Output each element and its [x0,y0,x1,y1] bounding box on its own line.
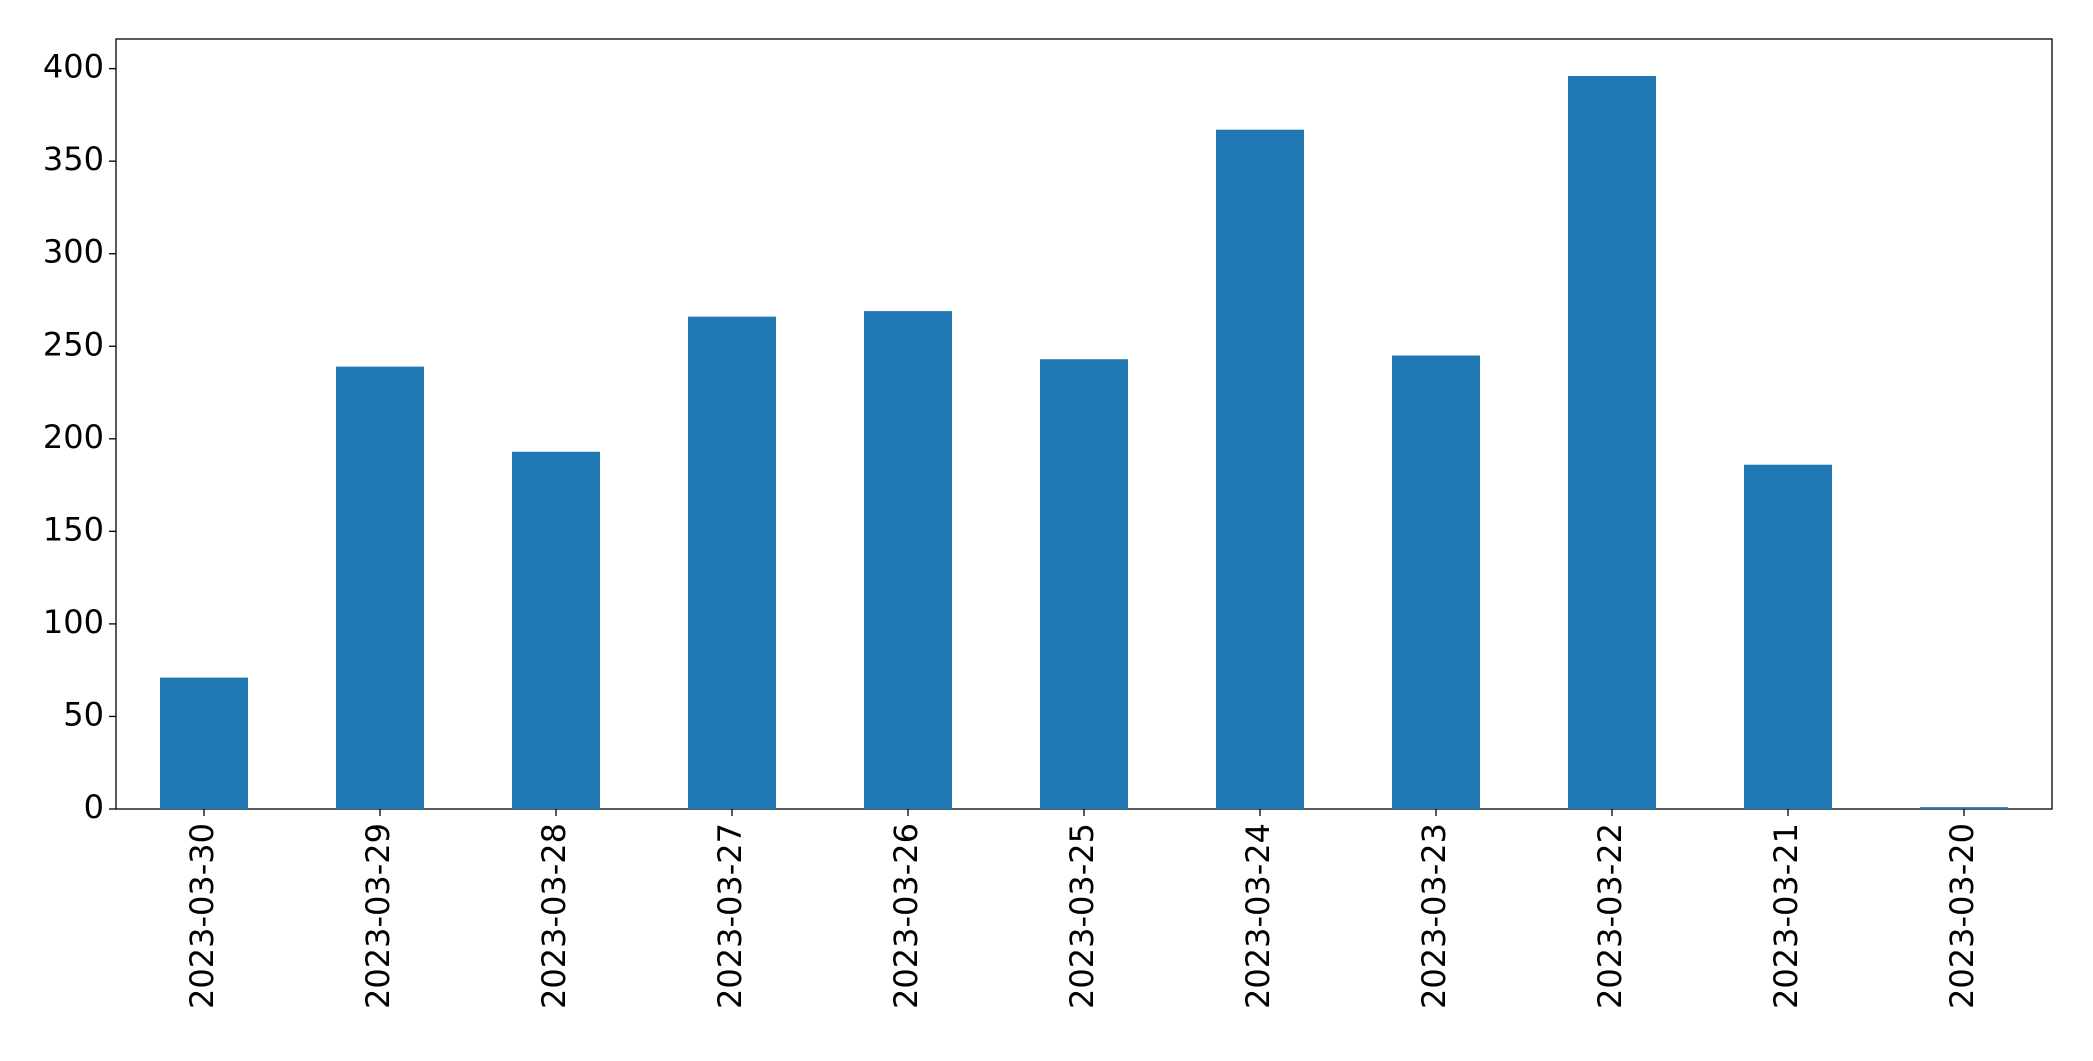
x-tick-label: 2023-03-23 [1415,823,1453,1009]
y-tick-label: 400 [43,48,104,86]
bar [1216,129,1304,809]
y-tick-label: 150 [43,510,104,548]
y-tick-label: 200 [43,418,104,456]
y-tick-label: 300 [43,233,104,271]
y-tick-label: 50 [63,695,104,733]
x-tick-label: 2023-03-22 [1591,823,1629,1009]
bar [1392,355,1480,809]
bar [1040,359,1128,809]
x-tick-label: 2023-03-29 [359,823,397,1009]
x-tick-label: 2023-03-24 [1239,823,1277,1009]
y-tick-label: 250 [43,325,104,363]
bar [688,316,776,809]
bar [512,451,600,809]
bar [336,366,424,809]
x-tick-label: 2023-03-25 [1063,823,1101,1009]
bar [1568,76,1656,810]
bar [160,677,248,809]
bar [1920,807,2008,809]
y-tick-label: 350 [43,140,104,178]
x-tick-label: 2023-03-30 [183,823,221,1009]
x-tick-label: 2023-03-27 [711,823,749,1009]
bar [1744,464,1832,809]
x-tick-label: 2023-03-21 [1767,823,1805,1009]
y-tick-label: 0 [84,788,104,826]
x-tick-label: 2023-03-28 [535,823,573,1009]
bar [864,311,952,809]
x-tick-label: 2023-03-26 [887,823,925,1009]
y-tick-label: 100 [43,603,104,641]
x-tick-label: 2023-03-20 [1943,823,1981,1009]
